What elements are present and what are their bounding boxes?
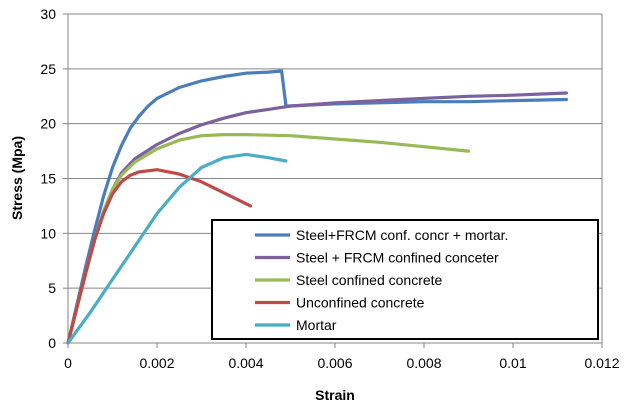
y-tick-label: 25 [40, 61, 56, 77]
y-tick-label: 30 [40, 6, 56, 22]
series-lines [66, 69, 568, 345]
legend-label: Steel confined concrete [296, 272, 443, 288]
x-tick-label: 0.01 [499, 355, 526, 371]
y-tick-label: 0 [48, 335, 56, 351]
series-line-1 [66, 69, 568, 345]
legend: Steel+FRCM conf. concr + mortar. Steel + … [211, 219, 599, 340]
x-axis-title: Strain [315, 387, 355, 403]
x-tick-label: 0.012 [584, 355, 619, 371]
legend-label: Steel + FRCM confined conceter [296, 250, 499, 266]
legend-label: Steel+FRCM conf. concr + mortar. [296, 227, 508, 243]
series-line-5 [66, 152, 288, 345]
legend-label: Mortar [296, 317, 337, 333]
y-tick-label: 15 [40, 171, 56, 187]
x-axis-ticks: 0 0.002 0.004 0.006 0.008 0.01 0.012 [64, 343, 620, 371]
y-axis-title: Stress (Mpa) [9, 136, 25, 220]
x-tick-label: 0.002 [139, 355, 174, 371]
y-tick-label: 5 [48, 280, 56, 296]
x-tick-label: 0.004 [228, 355, 263, 371]
legend-label: Unconfined concrete [296, 295, 425, 311]
series-line-4 [66, 168, 253, 345]
y-tick-label: 10 [40, 225, 56, 241]
y-axis-ticks: 0 5 10 15 20 25 30 [40, 6, 68, 351]
x-tick-label: 0 [64, 355, 72, 371]
x-tick-label: 0.008 [406, 355, 441, 371]
y-tick-label: 20 [40, 116, 56, 132]
x-tick-label: 0.006 [317, 355, 352, 371]
